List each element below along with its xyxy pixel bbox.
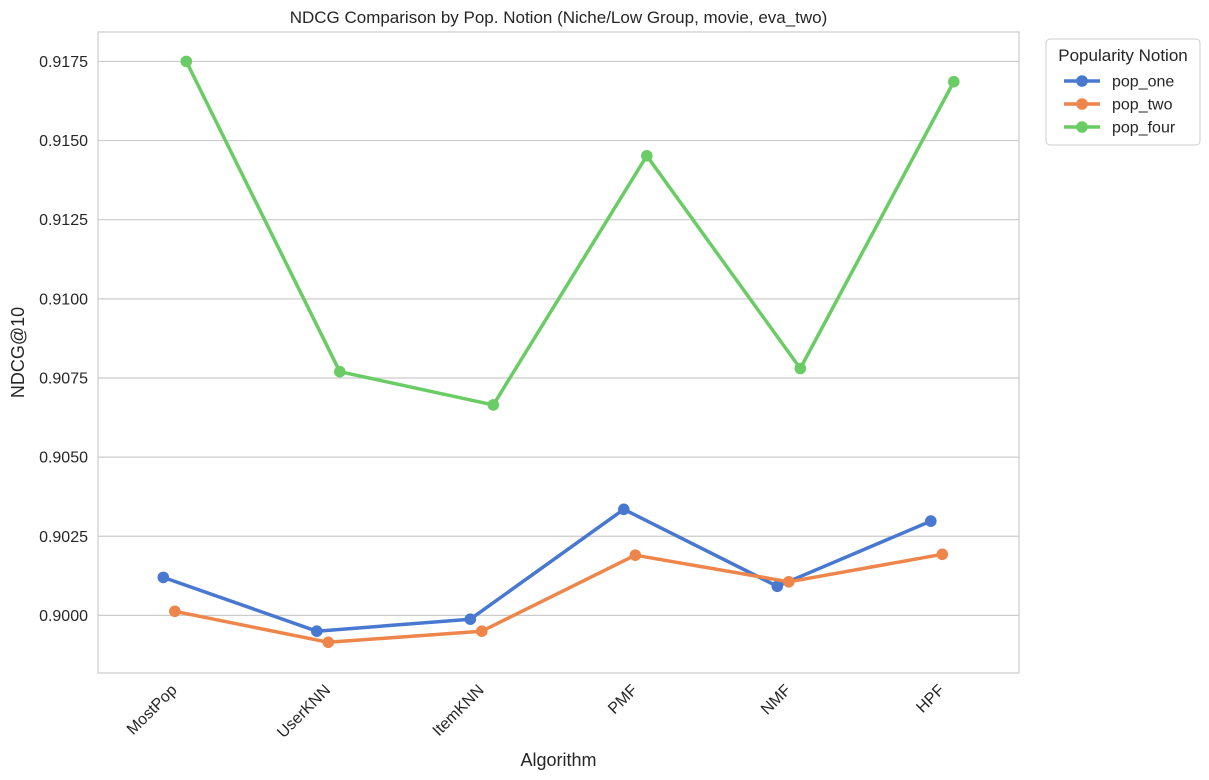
data-point	[464, 613, 477, 625]
legend-item-pop_four: pop_four	[1064, 120, 1176, 137]
data-point	[794, 362, 807, 375]
legend-item-pop_one: pop_one	[1064, 74, 1174, 91]
series-line	[184, 60, 956, 407]
x-tick-label: HPF	[913, 682, 948, 717]
chart-title: NDCG Comparison by Pop. Notion (Niche/Lo…	[290, 8, 828, 27]
y-tick-label: 0.9125	[39, 212, 88, 229]
y-axis-title: NDCG@10	[8, 307, 28, 398]
series-line	[174, 552, 943, 645]
data-point	[322, 636, 335, 649]
x-tick-label: UserKNN	[274, 682, 334, 742]
y-tick-label: 0.9075	[39, 370, 88, 387]
series-pop_two	[169, 548, 949, 649]
data-point	[936, 548, 949, 561]
legend-swatch-marker	[1076, 121, 1088, 133]
x-axis-ticks: MostPop UserKNN ItemKNN PMF NMF HPF	[124, 682, 948, 742]
data-point	[169, 605, 181, 618]
x-tick-label: NMF	[758, 682, 795, 719]
series-lines	[157, 55, 960, 649]
data-point	[948, 75, 960, 88]
grid-lines	[98, 60, 1019, 616]
x-tick-label: ItemKNN	[430, 682, 488, 740]
data-point	[487, 399, 500, 411]
series-line	[162, 507, 932, 633]
legend-items: pop_one pop_two pop_four	[1064, 74, 1176, 137]
data-point	[180, 55, 193, 68]
x-tick-label: MostPop	[124, 682, 181, 739]
legend-item-pop_two: pop_two	[1064, 97, 1173, 114]
legend-title: Popularity Notion	[1058, 46, 1187, 65]
data-point	[783, 576, 795, 588]
legend-label: pop_one	[1112, 74, 1174, 91]
legend-label: pop_four	[1112, 120, 1176, 137]
legend-swatch-marker	[1076, 75, 1088, 87]
series-pop_four	[180, 55, 960, 411]
plot-area-frame	[97, 31, 1020, 674]
legend: Popularity Notion pop_one pop_two pop_four	[1045, 38, 1201, 146]
series-pop_one	[157, 503, 937, 637]
data-point	[629, 549, 642, 561]
data-point	[157, 571, 170, 584]
y-tick-label: 0.9000	[39, 608, 88, 625]
y-tick-label: 0.9025	[39, 529, 88, 546]
data-point	[476, 625, 488, 637]
x-tick-label: PMF	[605, 682, 641, 718]
y-tick-label: 0.9175	[39, 54, 88, 71]
x-axis-title: Algorithm	[520, 750, 596, 770]
data-point	[771, 580, 784, 593]
legend-label: pop_two	[1112, 97, 1173, 114]
data-point	[311, 625, 323, 637]
data-point	[334, 365, 346, 378]
data-point	[641, 150, 653, 162]
y-axis-ticks: 0.9000 0.9025 0.9050 0.9075 0.9100 0.9125 0.91…	[39, 54, 88, 625]
data-point	[618, 503, 630, 516]
y-tick-label: 0.9150	[39, 133, 88, 150]
y-tick-label: 0.9100	[39, 291, 88, 308]
y-tick-label: 0.9050	[39, 450, 88, 467]
data-point	[925, 515, 937, 527]
legend-swatch-marker	[1076, 98, 1088, 110]
legend-box	[1045, 38, 1201, 146]
